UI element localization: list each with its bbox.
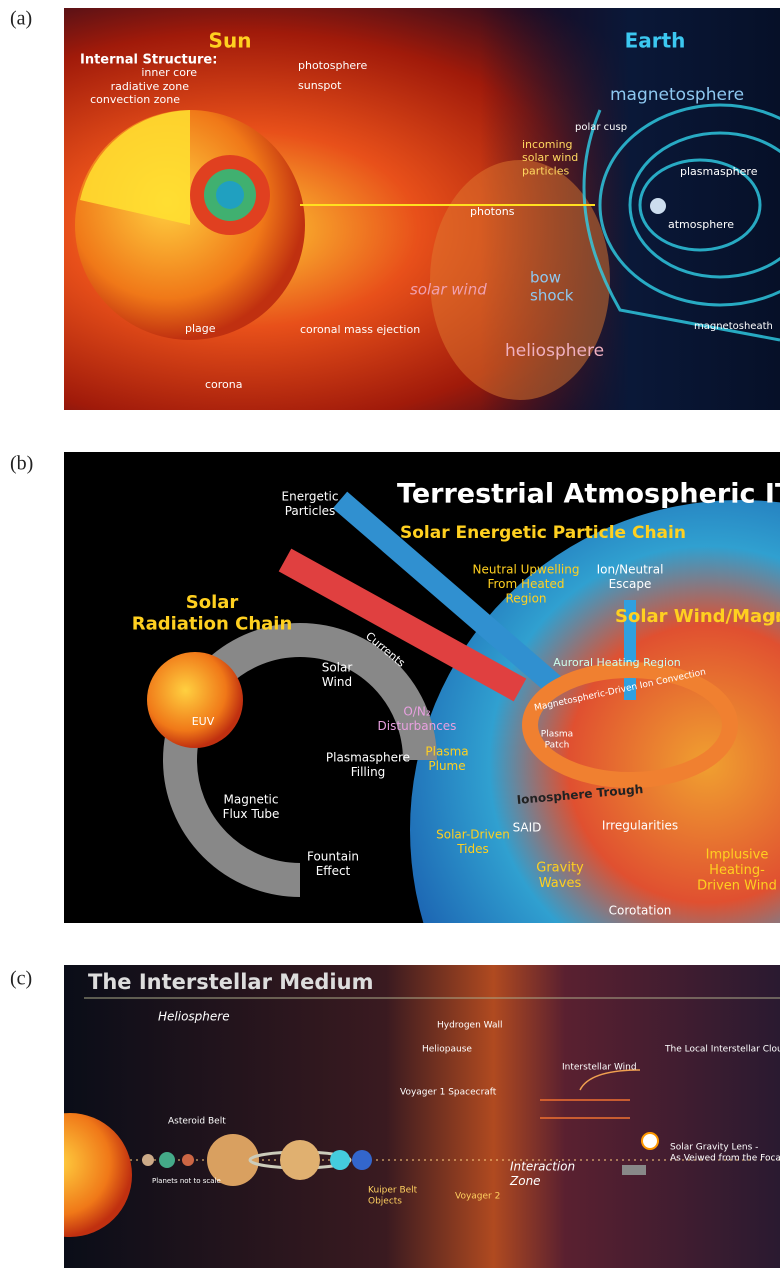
annotation: Zone <box>509 1174 541 1188</box>
annotation: Solar Gravity Lens - <box>670 1143 758 1153</box>
annotation: Solar <box>186 592 239 613</box>
panel-b-art <box>64 452 780 923</box>
panel-label: (a) <box>10 8 32 30</box>
annotation: Asteroid Belt <box>168 1117 226 1127</box>
annotation: corona <box>205 378 243 391</box>
annotation: Interaction <box>510 1160 575 1174</box>
annotation: EUV <box>192 715 215 728</box>
annotation: As Veiwed from the Focal Line <box>670 1153 780 1163</box>
annotation: incoming <box>522 138 573 151</box>
annotation: magnetosphere <box>610 85 744 105</box>
annotation: From Heated <box>487 577 564 591</box>
annotation: magnetosheath <box>694 321 773 332</box>
annotation: radiative zone <box>111 80 190 93</box>
annotation: Tides <box>456 842 489 856</box>
annotation: Effect <box>316 864 351 878</box>
annotation: The Interstellar Medium <box>88 970 373 994</box>
annotation: Patch <box>545 740 570 750</box>
annotation: Corotation <box>609 904 672 918</box>
annotation: plage <box>185 322 216 335</box>
annotation: Solar <box>322 661 353 675</box>
annotation: solar wind <box>522 151 578 164</box>
annotation: Plasma <box>425 745 468 759</box>
panel-c-art <box>64 965 780 1268</box>
annotation: Wind <box>322 675 352 689</box>
annotation: Radiation Chain <box>132 614 293 635</box>
annotation: Magnetic <box>224 793 279 807</box>
annotation: Escape <box>609 577 652 591</box>
annotation: convection zone <box>90 93 180 106</box>
annotation: Neutral Upwelling <box>473 563 580 577</box>
annotation: The Local Interstellar Cloud <box>664 1045 780 1055</box>
annotation: shock <box>530 287 574 305</box>
annotation: Flux Tube <box>223 807 280 821</box>
annotation: heliosphere <box>505 341 604 361</box>
labels: (a) Sun Earth Internal Structure:inner core… <box>10 8 780 1207</box>
annotation: Implusive <box>706 848 769 863</box>
annotation: Filling <box>351 765 386 779</box>
annotation: Particles <box>285 504 336 518</box>
annotation: Waves <box>539 876 582 891</box>
annotation: Kuiper Belt <box>368 1186 418 1196</box>
annotation: O/N₂ <box>403 705 430 719</box>
annotation: Plasmasphere <box>326 751 410 765</box>
annotation: sunspot <box>298 79 342 92</box>
panel-label: (b) <box>10 453 33 475</box>
annotation: polar cusp <box>575 122 627 133</box>
annotation: Internal Structure: <box>80 53 217 68</box>
annotation: Solar-Driven <box>436 828 510 842</box>
annotation: Ion/Neutral <box>597 563 664 577</box>
annotation: Voyager 1 Spacecraft <box>400 1088 497 1098</box>
annotation: Planets not to scale <box>152 1177 221 1185</box>
annotation: Disturbances <box>378 719 457 733</box>
annotation: plasmasphere <box>680 165 758 178</box>
annotation: solar wind <box>410 281 487 299</box>
annotation: Ion <box>772 610 780 624</box>
annotation: Irregularities <box>602 819 678 833</box>
annotation: particles <box>522 164 569 177</box>
annotation: atmosphere <box>668 218 734 231</box>
panel-label: (c) <box>10 968 32 990</box>
annotation: Heliosphere <box>158 1010 230 1024</box>
annotation: Hydrogen Wall <box>437 1021 502 1031</box>
panel-a-art <box>64 8 780 410</box>
annotation: Region <box>505 591 546 605</box>
annotation: Terrestrial Atmospheric ITM Pro <box>397 479 780 510</box>
annotation: Solar Wind/Magn <box>615 606 780 627</box>
annotation: Heating- <box>709 863 765 878</box>
annotation: inner core <box>141 66 197 79</box>
annotation: Driven Wind <box>697 879 777 894</box>
annotation: Energetic <box>282 490 339 504</box>
annotation: Sun <box>209 29 252 53</box>
annotation: photons <box>470 205 515 218</box>
annotation: Voyager 2 <box>455 1192 500 1202</box>
annotation: Plasma <box>541 730 573 740</box>
annotation: Heliopause <box>422 1045 472 1055</box>
annotation: Earth <box>625 29 686 53</box>
annotation: Solar Energetic Particle Chain <box>400 523 686 543</box>
annotation: bow <box>530 269 561 287</box>
annotation: Fountain <box>307 850 359 864</box>
annotation: Auroral Heating Region <box>553 656 681 669</box>
annotation: coronal mass ejection <box>300 323 420 336</box>
annotation: photosphere <box>298 59 367 72</box>
annotation: Objects <box>368 1196 402 1206</box>
annotation: SAID <box>513 821 542 835</box>
annotation: Gravity <box>536 861 584 876</box>
annotation: Plume <box>428 759 465 773</box>
annotation: Interstellar Wind <box>562 1063 637 1073</box>
